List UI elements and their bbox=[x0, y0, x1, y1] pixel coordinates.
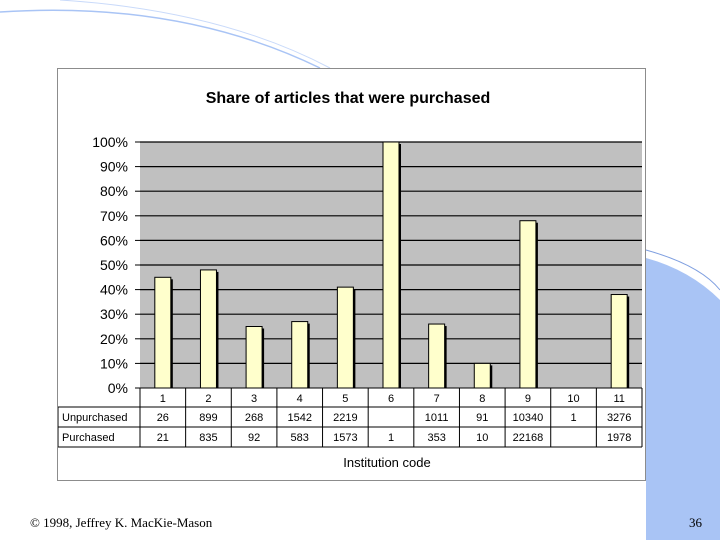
category-label: 8 bbox=[479, 393, 485, 405]
y-tick-label: 50% bbox=[100, 257, 128, 273]
bar-institution-5 bbox=[336, 286, 354, 389]
bar-shadow bbox=[307, 323, 310, 388]
y-tick-label: 20% bbox=[100, 331, 128, 347]
bar-institution-8 bbox=[473, 362, 491, 389]
bar-shadow bbox=[490, 365, 493, 388]
bar-institution-6 bbox=[382, 141, 400, 389]
table-cell: 92 bbox=[248, 432, 260, 444]
table-cell: 22168 bbox=[513, 432, 544, 444]
y-tick-label: 80% bbox=[100, 183, 128, 199]
footer-copyright: © 1998, Jeffrey K. MacKie-Mason bbox=[30, 515, 213, 530]
category-label: 3 bbox=[251, 393, 257, 405]
table-cell: 1011 bbox=[425, 412, 449, 424]
y-tick-label: 90% bbox=[100, 159, 128, 175]
category-label: 9 bbox=[525, 393, 531, 405]
table-cell: 899 bbox=[199, 412, 217, 424]
bar-shadow bbox=[262, 328, 265, 388]
category-label: 11 bbox=[613, 393, 624, 405]
table-cell: 91 bbox=[476, 412, 488, 424]
category-label: 4 bbox=[297, 393, 303, 405]
y-tick-label: 40% bbox=[100, 282, 128, 298]
decor-arc-top-2 bbox=[59, 0, 331, 69]
chart-frame: Share of articles that were purchased 0%… bbox=[57, 68, 646, 481]
decor-arc-top bbox=[0, 9, 321, 69]
category-label: 2 bbox=[205, 393, 211, 405]
category-label: 1 bbox=[160, 393, 166, 405]
table-cell: 1978 bbox=[607, 432, 631, 444]
table-cell: 353 bbox=[427, 432, 445, 444]
decor-arc-right bbox=[645, 249, 720, 291]
table-cell: 2219 bbox=[333, 412, 357, 424]
bar-institution-11 bbox=[610, 294, 628, 389]
category-label: 6 bbox=[388, 393, 394, 405]
bars bbox=[154, 141, 630, 389]
decor-blue-shape-right bbox=[646, 258, 720, 540]
table-cell: 268 bbox=[245, 412, 263, 424]
y-tick-label: 0% bbox=[108, 380, 128, 396]
bar-institution-1 bbox=[154, 276, 172, 389]
table-cell: 583 bbox=[291, 432, 309, 444]
bar-institution-7 bbox=[428, 323, 446, 389]
bar-shadow bbox=[353, 289, 356, 388]
table-cell: 26 bbox=[157, 412, 169, 424]
bar-shadow bbox=[627, 296, 630, 388]
table-cell: 3276 bbox=[607, 412, 631, 424]
table-cell: 21 bbox=[157, 432, 169, 444]
table-cell: 1 bbox=[570, 412, 576, 424]
table-row-label: Purchased bbox=[62, 432, 115, 444]
category-label: 5 bbox=[342, 393, 348, 405]
bar-shadow bbox=[444, 326, 447, 388]
page-number: 36 bbox=[689, 515, 702, 530]
y-tick-label: 100% bbox=[92, 134, 128, 150]
y-axis-ticks: 0% 10% 20% 30% 40% 50% 60% 70% 80% 90% 100% bbox=[92, 134, 140, 396]
category-row-bg bbox=[140, 388, 642, 407]
table-cell: 10 bbox=[476, 432, 488, 444]
chart-title: Share of articles that were purchased bbox=[206, 90, 491, 107]
bar-shadow bbox=[399, 144, 401, 388]
bar-institution-3 bbox=[245, 326, 263, 389]
table-cell: 1542 bbox=[287, 412, 311, 424]
bar-shadow bbox=[170, 279, 173, 388]
bar-shadow bbox=[535, 222, 538, 388]
table-cell: 835 bbox=[199, 432, 217, 444]
bar-institution-2 bbox=[199, 269, 217, 389]
table-row-label: Unpurchased bbox=[62, 412, 127, 424]
bar-chart: Share of articles that were purchased 0%… bbox=[58, 90, 643, 470]
y-tick-label: 30% bbox=[100, 306, 128, 322]
bar-institution-9 bbox=[519, 220, 537, 389]
y-tick-label: 60% bbox=[100, 232, 128, 248]
bar-shadow bbox=[216, 271, 219, 388]
table-cell: 1573 bbox=[333, 432, 357, 444]
table-cell: 1 bbox=[388, 432, 394, 444]
category-label: 10 bbox=[567, 393, 579, 405]
y-tick-label: 70% bbox=[100, 208, 128, 224]
category-label: 7 bbox=[434, 393, 440, 405]
table-cell: 10340 bbox=[513, 412, 544, 424]
bar-institution-4 bbox=[291, 321, 309, 389]
x-axis-label: Institution code bbox=[343, 455, 430, 470]
y-tick-label: 10% bbox=[100, 355, 128, 371]
